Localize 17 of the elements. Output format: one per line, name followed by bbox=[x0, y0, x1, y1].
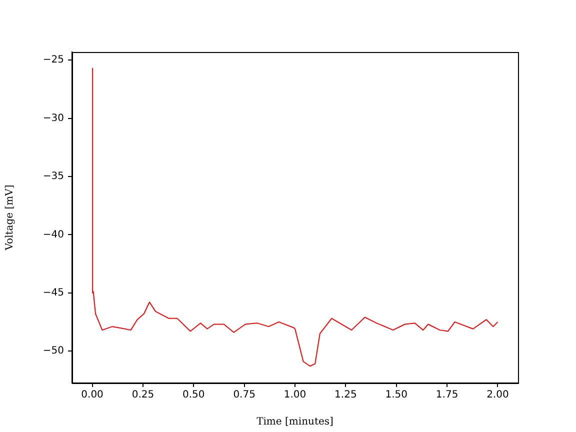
x-tick-label: 1.75 bbox=[436, 390, 458, 401]
y-tick-label: −40 bbox=[42, 229, 64, 240]
x-tick-label: 1.00 bbox=[284, 390, 306, 401]
y-tick-label: −45 bbox=[42, 287, 64, 298]
y-tick-label: −35 bbox=[42, 171, 64, 182]
x-tick-label: 1.25 bbox=[334, 390, 357, 401]
y-tick-label: −50 bbox=[42, 346, 64, 357]
x-tick-label: 0.25 bbox=[132, 390, 154, 401]
y-tick-label: −30 bbox=[42, 112, 64, 124]
x-tick-label: 1.50 bbox=[385, 390, 408, 401]
x-axis-title: Time [minutes] bbox=[256, 416, 334, 428]
y-axis-title: Voltage [mV] bbox=[4, 184, 16, 252]
x-tick-label: 0.00 bbox=[81, 390, 104, 401]
x-tick-label: 0.75 bbox=[233, 390, 256, 401]
x-tick-label: 2.00 bbox=[486, 390, 509, 401]
y-tick-label: −25 bbox=[42, 54, 64, 66]
x-tick-label: 0.50 bbox=[182, 390, 205, 401]
